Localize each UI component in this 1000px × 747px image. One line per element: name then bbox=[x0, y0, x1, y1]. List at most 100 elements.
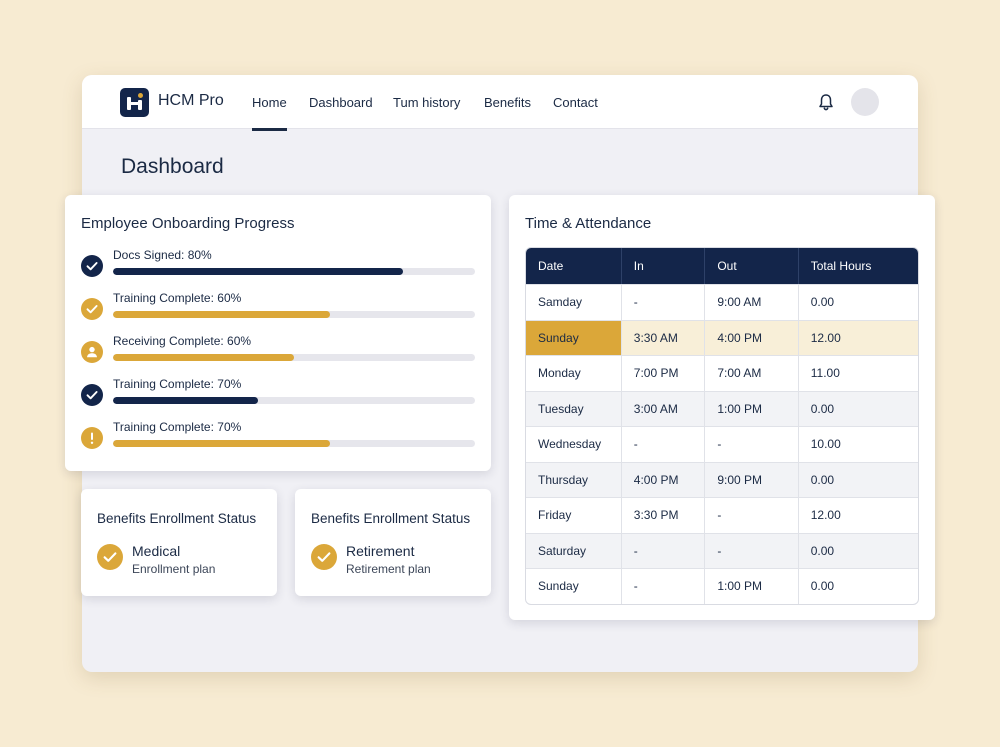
total-hours-cell: 0.00 bbox=[798, 284, 918, 320]
out-cell: - bbox=[705, 426, 799, 462]
out-cell: 1:00 PM bbox=[705, 390, 799, 426]
table-header-row: Date In Out Total Hours bbox=[526, 248, 918, 284]
progress-label: Receiving Complete: 60% bbox=[113, 334, 252, 348]
benefit-name: Retirement bbox=[346, 543, 415, 559]
table-row[interactable]: Thursday 4:00 PM 9:00 PM 0.00 bbox=[526, 461, 918, 497]
out-cell: 9:00 AM bbox=[705, 284, 799, 320]
check-circle-icon bbox=[311, 544, 337, 570]
avatar[interactable] bbox=[851, 88, 879, 116]
user-icon bbox=[81, 341, 103, 363]
check-icon bbox=[81, 384, 103, 406]
progress-track bbox=[113, 268, 475, 275]
in-cell: 3:30 PM bbox=[621, 497, 706, 533]
progress-track bbox=[113, 354, 475, 361]
total-hours-cell: 10.00 bbox=[798, 426, 918, 462]
total-hours-cell: 0.00 bbox=[798, 568, 918, 604]
onboarding-title: Employee Onboarding Progress bbox=[81, 215, 295, 232]
progress-label: Docs Signed: 80% bbox=[113, 248, 212, 262]
progress-track bbox=[113, 440, 475, 447]
out-cell: 7:00 AM bbox=[705, 355, 799, 391]
progress-track bbox=[113, 311, 475, 318]
date-cell: Sunday bbox=[526, 319, 622, 355]
table-row[interactable]: Wednesday - - 10.00 bbox=[526, 426, 918, 462]
in-cell: 3:30 AM bbox=[621, 319, 706, 355]
nav-contact[interactable]: Contact bbox=[553, 95, 598, 110]
nav-tum-history[interactable]: Tum history bbox=[393, 95, 461, 110]
nav-benefits[interactable]: Benefits bbox=[484, 95, 531, 110]
out-cell: 9:00 PM bbox=[705, 461, 799, 497]
nav-home[interactable]: Home bbox=[252, 95, 287, 131]
table-row[interactable]: Sunday - 1:00 PM 0.00 bbox=[526, 568, 918, 604]
attendance-table: Date In Out Total Hours Samday - 9:00 AM… bbox=[525, 247, 919, 605]
benefit-name: Medical bbox=[132, 543, 181, 559]
benefit-plan: Enrollment plan bbox=[132, 562, 216, 576]
benefits-card-retirement[interactable]: Benefits Enrollment Status Retirement Re… bbox=[295, 489, 491, 596]
progress-label: Training Complete: 70% bbox=[113, 420, 242, 434]
onboarding-progress-card: Employee Onboarding Progress Docs Signed… bbox=[65, 195, 491, 471]
table-row[interactable]: Samday - 9:00 AM 0.00 bbox=[526, 284, 918, 320]
total-hours-cell: 12.00 bbox=[798, 497, 918, 533]
date-cell: Tuesday bbox=[526, 390, 622, 426]
check-icon bbox=[81, 255, 103, 277]
page-title: Dashboard bbox=[121, 155, 224, 178]
hcm-logo-icon[interactable] bbox=[120, 88, 149, 117]
in-cell: - bbox=[621, 532, 706, 568]
progress-item: Training Complete: 70% bbox=[81, 375, 475, 411]
in-cell: - bbox=[621, 568, 706, 604]
in-cell: 4:00 PM bbox=[621, 461, 706, 497]
column-header[interactable]: Out bbox=[705, 248, 799, 284]
nav-dashboard[interactable]: Dashboard bbox=[309, 95, 373, 110]
out-cell: 1:00 PM bbox=[705, 568, 799, 604]
progress-item: Docs Signed: 80% bbox=[81, 246, 475, 282]
table-row[interactable]: Friday 3:30 PM - 12.00 bbox=[526, 497, 918, 533]
time-attendance-card: Time & Attendance Date In Out Total Hour… bbox=[509, 195, 935, 620]
in-cell: 3:00 AM bbox=[621, 390, 706, 426]
date-cell: Samday bbox=[526, 284, 622, 320]
total-hours-cell: 11.00 bbox=[798, 355, 918, 391]
progress-fill bbox=[113, 397, 258, 404]
progress-item: Receiving Complete: 60% bbox=[81, 332, 475, 368]
progress-fill bbox=[113, 440, 331, 447]
benefits-card-title: Benefits Enrollment Status bbox=[311, 511, 471, 526]
progress-fill bbox=[113, 268, 403, 275]
in-cell: - bbox=[621, 426, 706, 462]
alert-icon bbox=[81, 427, 103, 449]
out-cell: 4:00 PM bbox=[705, 319, 799, 355]
total-hours-cell: 0.00 bbox=[798, 390, 918, 426]
in-cell: 7:00 PM bbox=[621, 355, 706, 391]
out-cell: - bbox=[705, 532, 799, 568]
bell-icon[interactable] bbox=[818, 93, 834, 111]
total-hours-cell: 0.00 bbox=[798, 532, 918, 568]
attendance-title: Time & Attendance bbox=[525, 215, 652, 232]
progress-item: Training Complete: 60% bbox=[81, 289, 475, 325]
check-circle-icon bbox=[97, 544, 123, 570]
progress-item: Training Complete: 70% bbox=[81, 418, 475, 454]
out-cell: - bbox=[705, 497, 799, 533]
table-row[interactable]: Monday 7:00 PM 7:00 AM 11.00 bbox=[526, 355, 918, 391]
column-header[interactable]: In bbox=[621, 248, 706, 284]
progress-label: Training Complete: 70% bbox=[113, 377, 242, 391]
total-hours-cell: 12.00 bbox=[798, 319, 918, 355]
top-navbar: HCM Pro Home Dashboard Tum history Benef… bbox=[82, 75, 918, 131]
date-cell: Monday bbox=[526, 355, 622, 391]
date-cell: Friday bbox=[526, 497, 622, 533]
date-cell: Thursday bbox=[526, 461, 622, 497]
table-row[interactable]: Tuesday 3:00 AM 1:00 PM 0.00 bbox=[526, 390, 918, 426]
column-header[interactable]: Total Hours bbox=[798, 248, 918, 284]
total-hours-cell: 0.00 bbox=[798, 461, 918, 497]
date-cell: Wednesday bbox=[526, 426, 622, 462]
table-row-highlighted[interactable]: Sunday 3:30 AM 4:00 PM 12.00 bbox=[526, 319, 918, 355]
benefits-card-title: Benefits Enrollment Status bbox=[97, 511, 257, 526]
benefit-plan: Retirement plan bbox=[346, 562, 431, 576]
table-row[interactable]: Saturday - - 0.00 bbox=[526, 532, 918, 568]
progress-label: Training Complete: 60% bbox=[113, 291, 242, 305]
brand-name: HCM Pro bbox=[158, 92, 224, 109]
date-cell: Saturday bbox=[526, 532, 622, 568]
column-header[interactable]: Date bbox=[526, 248, 622, 284]
check-icon bbox=[81, 298, 103, 320]
progress-fill bbox=[113, 354, 294, 361]
progress-fill bbox=[113, 311, 331, 318]
in-cell: - bbox=[621, 284, 706, 320]
benefits-card-medical[interactable]: Benefits Enrollment Status Medical Enrol… bbox=[81, 489, 277, 596]
progress-track bbox=[113, 397, 475, 404]
